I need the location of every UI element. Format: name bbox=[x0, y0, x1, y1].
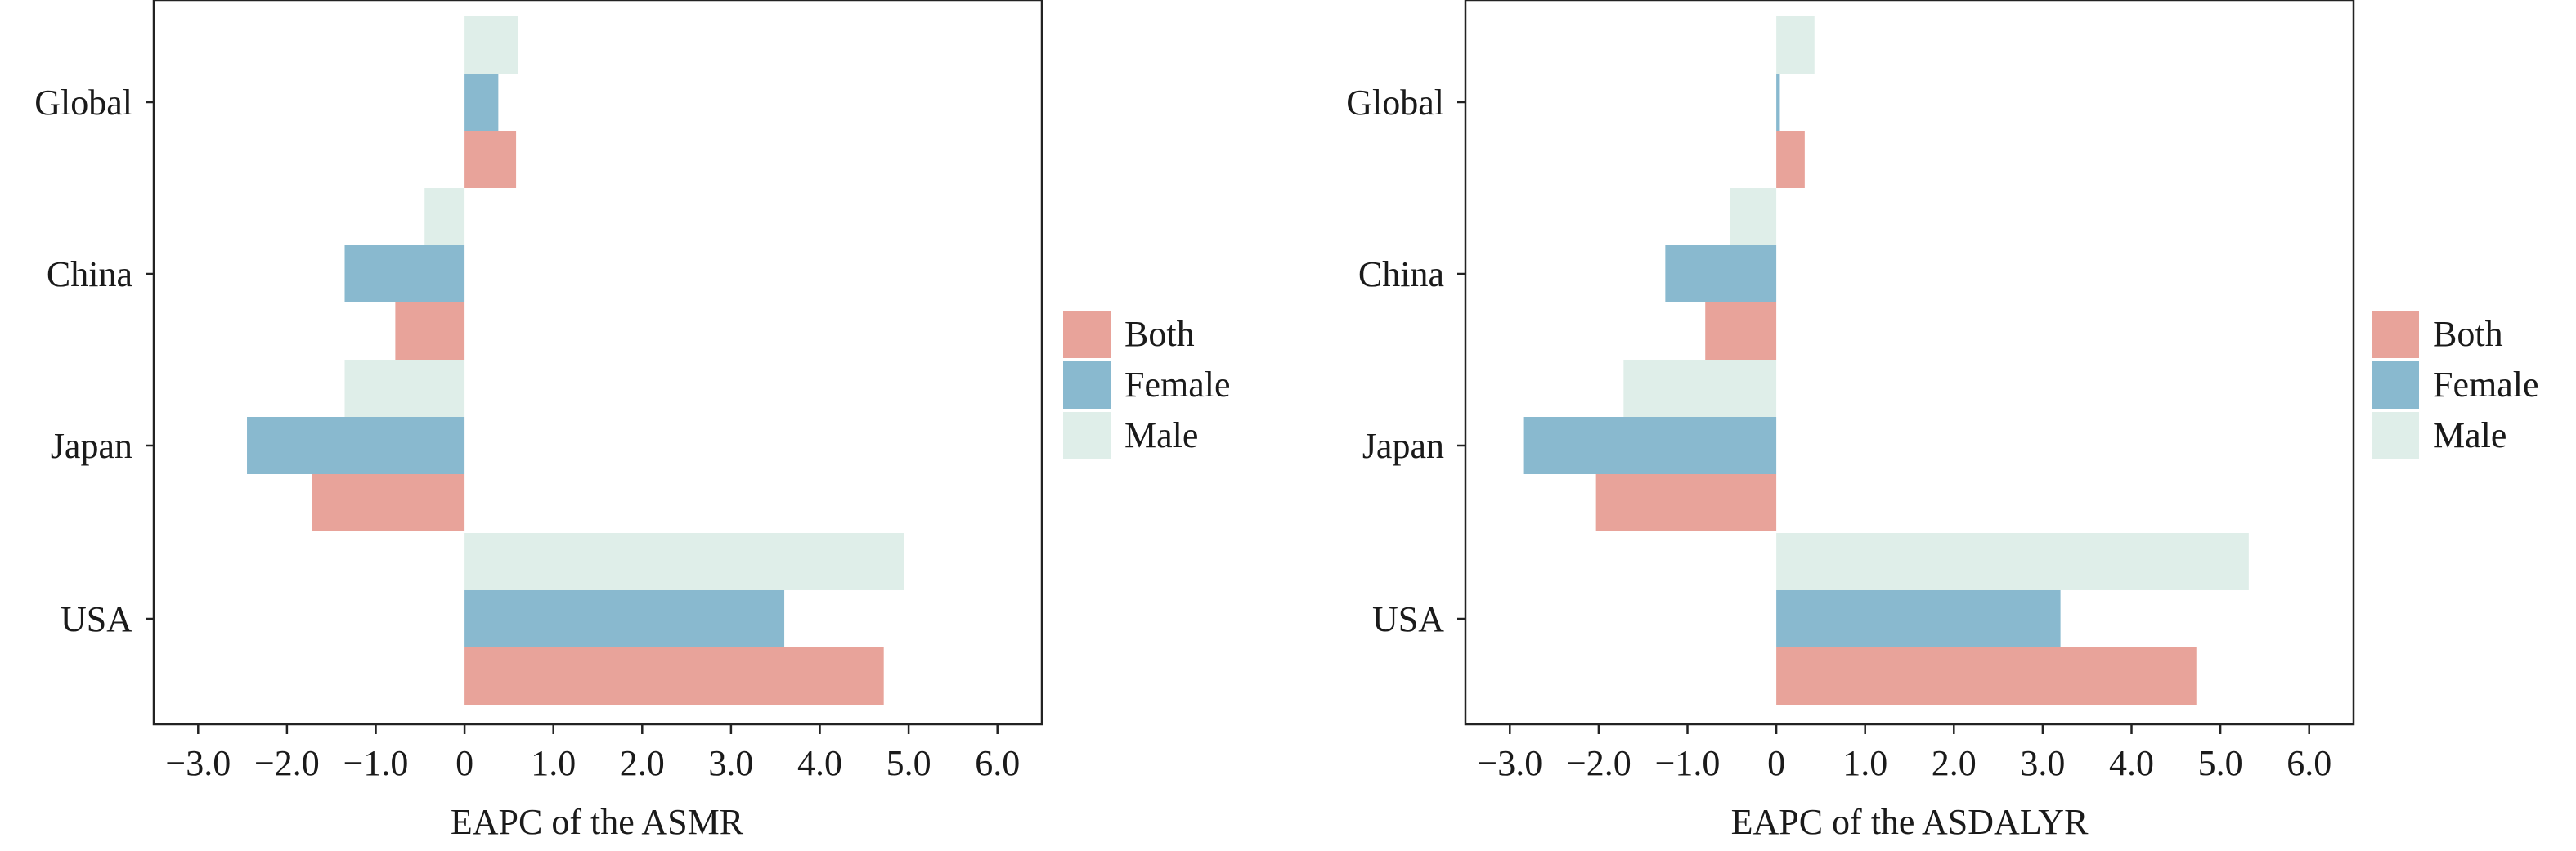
legend-label-both: Both bbox=[1124, 314, 1195, 354]
bar-china-female bbox=[1665, 245, 1777, 302]
bar-japan-both bbox=[1595, 474, 1777, 531]
x-tick-label: 1.0 bbox=[1842, 743, 1887, 783]
x-tick-label: −1.0 bbox=[343, 743, 409, 783]
bar-usa-female bbox=[1776, 590, 2061, 647]
legend-swatch-male bbox=[2372, 412, 2419, 459]
chart-panel-asmr: −3.0 −2.0 −1.0 0 1.0 2.0 3.0 4.0 5.0 6.0 Global Ch… bbox=[34, 0, 1231, 842]
bar-usa-female bbox=[464, 590, 785, 647]
x-tick-label: 5.0 bbox=[2198, 743, 2243, 783]
legend-swatch-male bbox=[1063, 412, 1111, 459]
bar-china-male bbox=[1730, 188, 1777, 245]
bar-japan-male bbox=[344, 360, 465, 417]
bar-global-male bbox=[1776, 16, 1815, 74]
plot-frame bbox=[152, 0, 1043, 726]
ticks-group: −3.0 −2.0 −1.0 0 1.0 2.0 3.0 4.0 5.0 6.0 bbox=[165, 724, 1020, 783]
category-labels: Global China Japan USA bbox=[1346, 83, 1465, 639]
bar-global-male bbox=[464, 16, 518, 74]
bar-japan-male bbox=[1623, 360, 1777, 417]
bar-china-both bbox=[1705, 302, 1777, 360]
x-tick-label: 6.0 bbox=[2287, 743, 2331, 783]
plot-frame bbox=[1464, 0, 2355, 726]
chart-panel-asdalyr: −3.0 −2.0 −1.0 0 1.0 2.0 3.0 4.0 5.0 6.0 Global Ch… bbox=[1346, 0, 2539, 842]
bar-china-both bbox=[395, 302, 465, 360]
x-tick-label: 2.0 bbox=[620, 743, 665, 783]
x-tick-label: −1.0 bbox=[1655, 743, 1721, 783]
legend-swatch-female bbox=[2372, 361, 2419, 409]
bar-usa-male bbox=[1776, 533, 2249, 590]
y-tick-label: Japan bbox=[51, 426, 132, 466]
legend-label-both: Both bbox=[2433, 314, 2503, 354]
bar-usa-both bbox=[1776, 647, 2197, 705]
y-tick-label: USA bbox=[1372, 599, 1444, 639]
legend-label-male: Male bbox=[2433, 415, 2506, 455]
bar-usa-both bbox=[464, 647, 884, 705]
x-tick-label: 3.0 bbox=[2020, 743, 2065, 783]
x-tick-label: 5.0 bbox=[886, 743, 931, 783]
bar-global-female bbox=[464, 74, 499, 131]
x-tick-label: 4.0 bbox=[2109, 743, 2154, 783]
bar-japan-female bbox=[1523, 417, 1777, 474]
bars-group bbox=[247, 16, 904, 705]
x-tick-label: 6.0 bbox=[975, 743, 1020, 783]
x-axis-label: EAPC of the ASMR bbox=[451, 802, 744, 842]
y-tick-label: USA bbox=[61, 599, 132, 639]
x-tick-label: 3.0 bbox=[708, 743, 753, 783]
x-axis-label: EAPC of the ASDALYR bbox=[1731, 802, 2089, 842]
x-tick-label: −2.0 bbox=[1566, 743, 1631, 783]
y-tick-label: Japan bbox=[1362, 426, 1444, 466]
x-tick-label: −2.0 bbox=[254, 743, 320, 783]
legend: Both Female Male bbox=[1063, 311, 1231, 459]
legend-label-male: Male bbox=[1124, 415, 1198, 455]
bar-japan-female bbox=[247, 417, 465, 474]
category-labels: Global China Japan USA bbox=[34, 83, 154, 639]
bar-usa-male bbox=[464, 533, 904, 590]
legend-swatch-both bbox=[1063, 311, 1111, 358]
bars-group bbox=[1523, 16, 2249, 705]
bar-china-male bbox=[424, 188, 465, 245]
x-tick-label: 0 bbox=[456, 743, 473, 783]
bar-japan-both bbox=[312, 474, 465, 531]
x-tick-label: −3.0 bbox=[165, 743, 231, 783]
legend-swatch-female bbox=[1063, 361, 1111, 409]
ticks-group: −3.0 −2.0 −1.0 0 1.0 2.0 3.0 4.0 5.0 6.0 bbox=[1477, 724, 2331, 783]
legend: Both Female Male bbox=[2372, 311, 2539, 459]
x-tick-label: 0 bbox=[1767, 743, 1785, 783]
y-tick-label: Global bbox=[1346, 83, 1444, 123]
bar-global-female bbox=[1776, 74, 1780, 131]
y-tick-label: China bbox=[1358, 254, 1444, 294]
x-tick-label: −3.0 bbox=[1477, 743, 1542, 783]
legend-label-female: Female bbox=[1124, 365, 1231, 405]
y-tick-label: Global bbox=[34, 83, 132, 123]
bar-china-female bbox=[344, 245, 465, 302]
bar-global-both bbox=[1776, 131, 1805, 188]
x-tick-label: 2.0 bbox=[1932, 743, 1977, 783]
x-tick-label: 1.0 bbox=[531, 743, 576, 783]
legend-label-female: Female bbox=[2433, 365, 2539, 405]
x-tick-label: 4.0 bbox=[797, 743, 842, 783]
y-tick-label: China bbox=[47, 254, 132, 294]
bar-global-both bbox=[464, 131, 517, 188]
legend-swatch-both bbox=[2372, 311, 2419, 358]
